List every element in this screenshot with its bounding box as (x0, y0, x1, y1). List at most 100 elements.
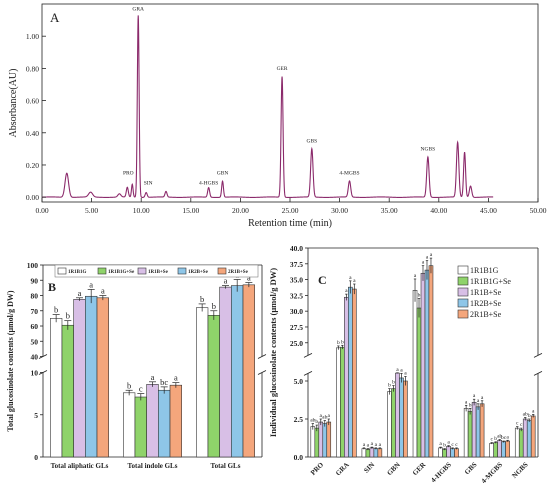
axis-break-mark (533, 353, 543, 358)
bar (361, 448, 367, 458)
panel-label: C (318, 273, 327, 287)
x-tick-label: 20.00 (232, 206, 249, 215)
bar (391, 388, 396, 458)
bar (403, 380, 408, 458)
y-tick-label: 35.0 (290, 276, 303, 285)
bar (530, 415, 536, 458)
bar (479, 403, 485, 458)
bar (169, 384, 183, 458)
significance-letter: b (315, 419, 318, 425)
significance-letter: b (469, 402, 472, 408)
y-tick-label: 0.0 (294, 453, 304, 462)
bar (518, 429, 524, 458)
significance-letter: ab (523, 411, 528, 417)
significance-letter: a (375, 442, 378, 448)
significance-letter: a (363, 442, 366, 448)
significance-letter: ab (497, 434, 502, 440)
legend-label: 2R1B+Se (228, 270, 249, 275)
legend-swatch (217, 267, 227, 275)
significance-letter: b (494, 436, 497, 442)
x-tick-label: 15.00 (182, 206, 199, 215)
y-tick-label: 90 (31, 276, 39, 285)
significance-letter: a (414, 273, 417, 279)
bar (412, 290, 418, 458)
x-tick-label: 35.00 (381, 206, 398, 215)
bar (471, 401, 477, 458)
bar (96, 297, 109, 458)
significance-letter: a (447, 440, 450, 446)
category-label: PRO (309, 460, 325, 476)
significance-letter: a (345, 288, 348, 294)
bar (340, 346, 345, 458)
category-label: GBS (463, 461, 479, 477)
legend-swatch (177, 267, 187, 275)
y-tick-label: 40 (31, 353, 39, 362)
bar (310, 426, 316, 458)
significance-letter: a (422, 260, 425, 266)
significance-letter: a (101, 286, 105, 296)
bar (501, 441, 506, 458)
x-tick-label: 10.00 (133, 206, 150, 215)
bar (344, 296, 349, 458)
y-tick-label: 60 (31, 322, 39, 331)
y-tick-label: 27.5 (290, 323, 303, 332)
axis-break-mark (257, 370, 267, 375)
category-label: Total GLs (211, 462, 241, 470)
x-tick-label: 30.00 (331, 206, 348, 215)
significance-letter: a (89, 279, 93, 289)
axis-break-mark (257, 354, 267, 359)
peak-annotation: GRA (132, 6, 144, 12)
significance-letter: c (451, 442, 454, 448)
significance-letter: a (328, 413, 331, 419)
significance-letter: a (224, 276, 228, 286)
y-tick-label: 0.20 (26, 161, 39, 170)
bar (387, 391, 392, 458)
y-tick-label: 0.60 (26, 97, 39, 106)
y-tick-label: 25.0 (290, 339, 303, 348)
y-tick-label: 2.5 (294, 415, 304, 424)
significance-letter: a (367, 443, 370, 449)
bar (336, 347, 341, 458)
bar (514, 427, 520, 458)
bar (322, 423, 328, 458)
significance-letter: b (337, 340, 340, 346)
peak-annotation: GBN (217, 171, 229, 177)
axis-break-mark (533, 371, 543, 376)
category-label: Total aliphatic GLs (51, 462, 109, 470)
significance-letter: a (349, 275, 352, 281)
legend-label: 1R1B+Se (470, 288, 502, 297)
significance-letter: a (151, 372, 155, 382)
significance-letter: c (490, 437, 493, 443)
bar (399, 377, 404, 458)
significance-letter: b (341, 339, 344, 345)
category-label: GRA (334, 461, 351, 478)
significance-letter: a (532, 408, 535, 414)
legend-label: 1R1B1G (68, 270, 86, 275)
significance-letter: a (371, 441, 374, 447)
category-label: SIN (362, 461, 376, 475)
y-tick-label: 50 (31, 337, 39, 346)
bar (123, 392, 136, 458)
significance-letter: c (139, 384, 143, 394)
axis-break-mark (303, 353, 313, 358)
significance-letter: b (54, 305, 58, 315)
bar (497, 439, 502, 458)
significance-letter: a (353, 278, 356, 284)
bar (428, 265, 434, 458)
peak-annotation: GER (277, 66, 288, 72)
category-label: GBN (385, 461, 401, 477)
legend-swatch (457, 298, 469, 308)
bar (369, 447, 375, 458)
significance-letter: a (426, 255, 429, 261)
significance-letter: b (200, 294, 204, 304)
bar (454, 448, 459, 458)
peak-annotation: GBS (306, 138, 317, 144)
legend-swatch (457, 276, 469, 286)
y-tick-label: 0.40 (26, 129, 39, 138)
legend-label: 1R2B+Se (470, 299, 502, 308)
peak-annotation: PRO (123, 171, 134, 177)
significance-letter: b (212, 301, 216, 311)
bar (365, 449, 371, 458)
significance-letter: a (400, 367, 403, 373)
